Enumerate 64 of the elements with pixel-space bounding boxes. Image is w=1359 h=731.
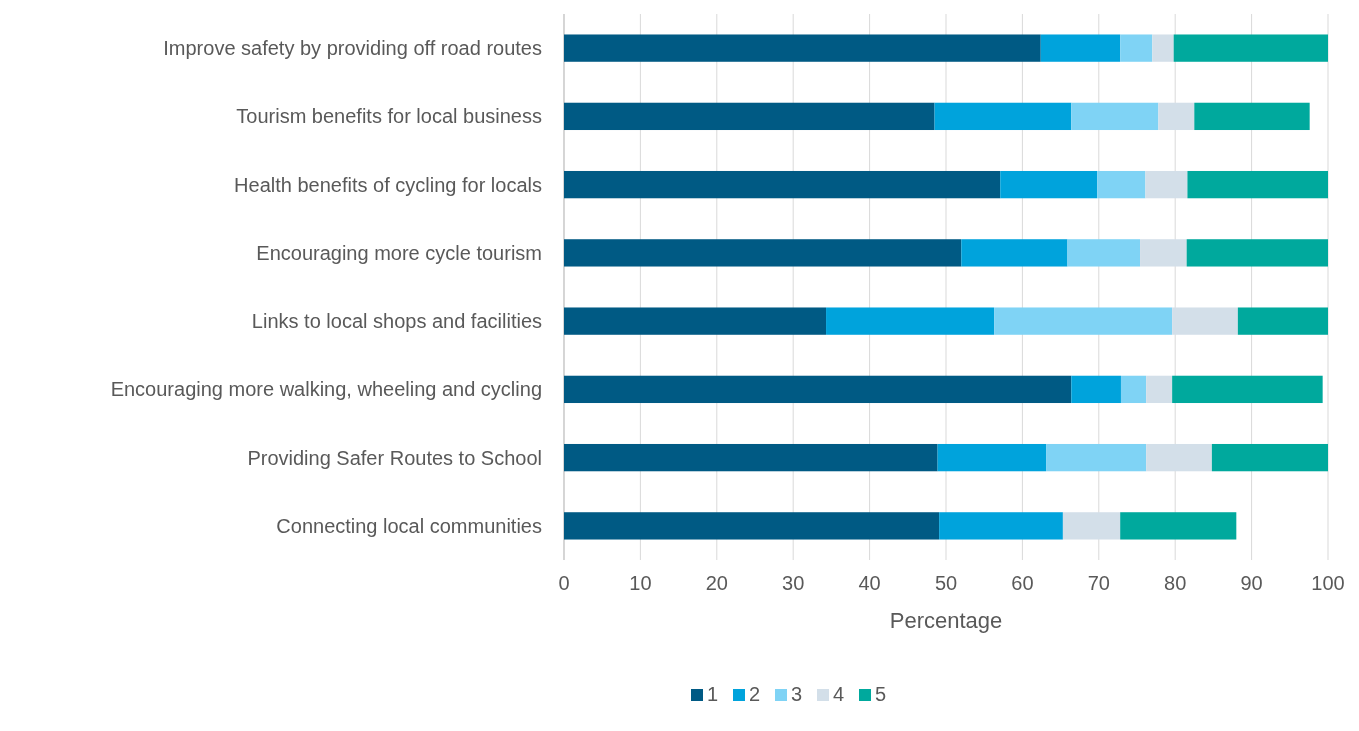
bar xyxy=(1172,307,1238,335)
bar xyxy=(564,102,935,131)
bar xyxy=(1067,239,1141,267)
legend-label: 4 xyxy=(833,683,845,705)
bar xyxy=(1040,34,1121,62)
legend-label: 3 xyxy=(791,683,803,705)
x-tick-label: 70 xyxy=(1087,572,1110,594)
bar xyxy=(934,102,1072,131)
bar xyxy=(564,375,1072,404)
bar xyxy=(564,512,940,540)
x-axis-title: Percentage xyxy=(889,608,1003,633)
bar xyxy=(1152,34,1174,62)
bar xyxy=(564,170,1001,199)
legend-label: 2 xyxy=(749,683,761,705)
bar xyxy=(1237,307,1328,335)
legend-label: 1 xyxy=(707,683,719,705)
y-tick-label: Providing Safer Routes to School xyxy=(247,446,542,469)
x-tick-label: 0 xyxy=(558,572,570,594)
y-tick-label: Health benefits of cycling for locals xyxy=(234,173,542,196)
bar xyxy=(564,34,1041,62)
y-tick-label: Links to local shops and facilities xyxy=(251,310,542,333)
bar xyxy=(1097,170,1146,199)
bar xyxy=(1140,239,1187,267)
x-tick-label: 60 xyxy=(1011,572,1034,594)
bar xyxy=(1145,170,1188,199)
y-tick-label: Encouraging more cycle tourism xyxy=(256,241,542,264)
y-tick-label: Improve safety by providing off road routes xyxy=(163,37,542,60)
x-tick-label: 20 xyxy=(705,572,728,594)
bar xyxy=(1194,102,1310,131)
bar xyxy=(1062,512,1121,540)
y-tick-label: Tourism benefits for local business xyxy=(236,105,542,128)
bar xyxy=(564,307,827,335)
x-tick-label: 100 xyxy=(1311,572,1345,594)
bar xyxy=(1187,170,1328,199)
x-tick-label: 40 xyxy=(858,572,881,594)
bar xyxy=(1071,375,1121,404)
bar xyxy=(826,307,995,335)
bar xyxy=(1120,512,1237,540)
bar xyxy=(564,443,938,472)
bar xyxy=(1071,102,1159,131)
x-tick-label: 50 xyxy=(934,572,958,594)
bar xyxy=(1158,102,1195,131)
legend-label: 5 xyxy=(875,683,887,705)
bar xyxy=(1172,375,1323,404)
x-tick-label: 90 xyxy=(1240,572,1263,594)
y-tick-label: Connecting local communities xyxy=(276,514,542,537)
bar xyxy=(1120,34,1153,62)
bar xyxy=(1173,34,1328,62)
bar xyxy=(1120,375,1147,404)
bar xyxy=(937,443,1047,472)
bar xyxy=(1046,443,1147,472)
x-tick-label: 80 xyxy=(1164,572,1187,594)
x-tick-label: 30 xyxy=(782,572,805,594)
bar xyxy=(994,307,1173,335)
bar xyxy=(1186,239,1328,267)
bar xyxy=(961,239,1068,267)
bar xyxy=(1000,170,1098,199)
x-tick-label: 10 xyxy=(629,572,652,594)
bar xyxy=(1211,443,1328,472)
y-tick-label: Encouraging more walking, wheeling and cycling xyxy=(110,378,542,401)
bar xyxy=(1146,443,1212,472)
bar xyxy=(564,239,962,267)
bar xyxy=(1146,375,1173,404)
bar xyxy=(939,512,1063,540)
